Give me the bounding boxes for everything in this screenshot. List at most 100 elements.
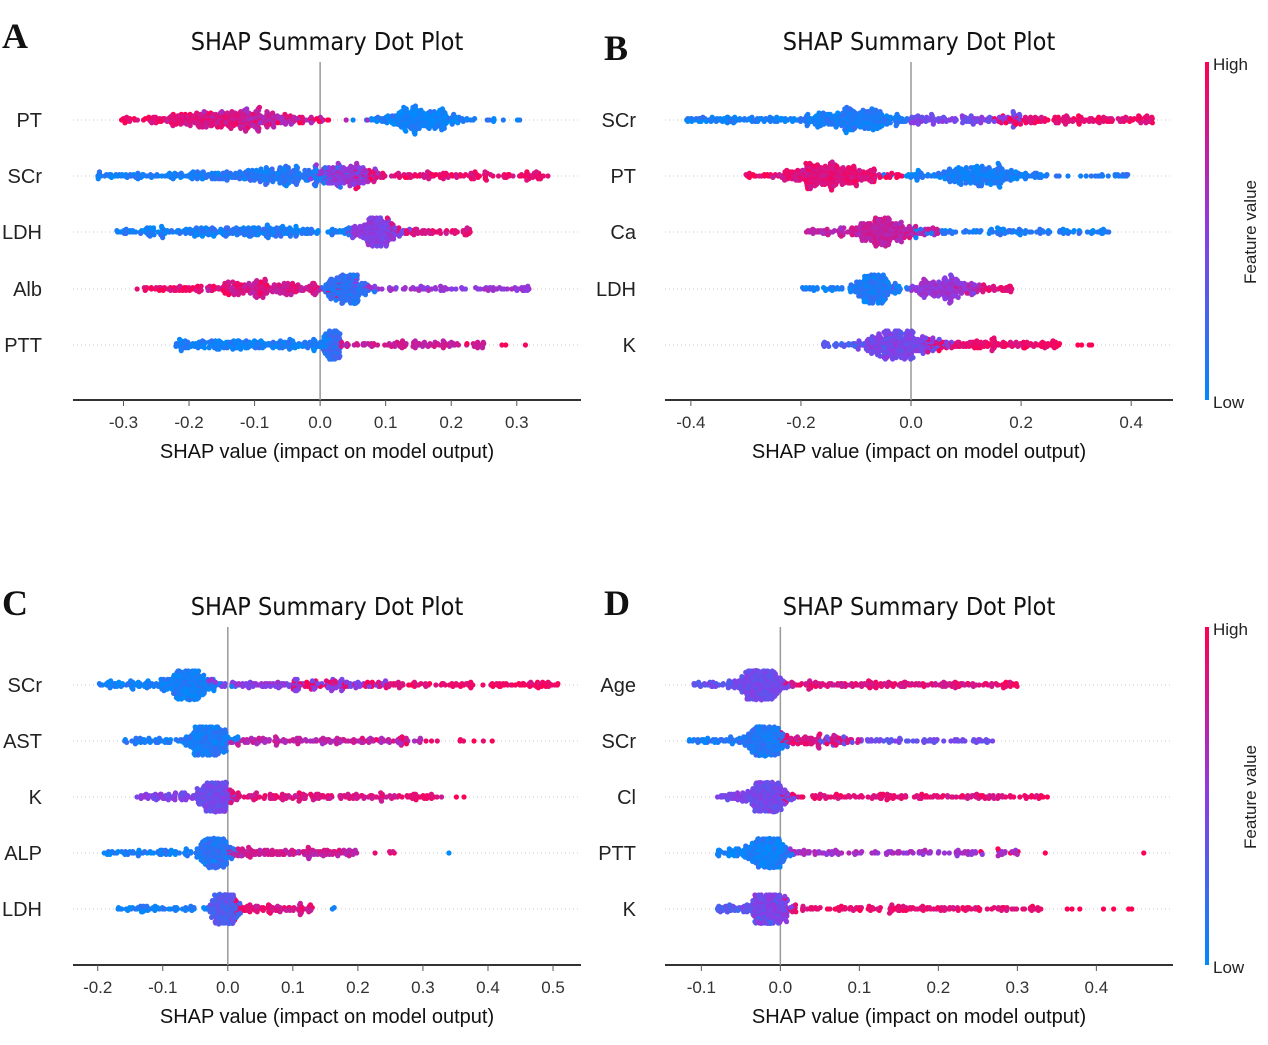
shap-dot [312, 183, 319, 189]
shap-dot [952, 167, 958, 173]
x-tick-label: -0.2 [786, 413, 815, 432]
x-tick-label: 0.4 [1119, 413, 1143, 432]
shap-dot [724, 114, 730, 120]
shap-dot [807, 118, 813, 124]
shap-dot [826, 181, 832, 187]
shap-dot [211, 233, 217, 239]
shap-dot [935, 170, 942, 176]
shap-dot [318, 169, 324, 175]
shap-dot [435, 110, 441, 116]
feature-row-alb [134, 272, 532, 307]
shap-dot [343, 117, 349, 123]
shap-dot [295, 282, 301, 288]
shap-dot [490, 118, 497, 124]
feature-row-ldh [114, 215, 473, 249]
panel-b: B SHAP Summary Dot Plot-0.4 -0.2 0.0 0.2 0.4S… [596, 27, 1173, 463]
shap-dot [273, 176, 279, 182]
shap-dot [958, 181, 964, 187]
shap-dot [270, 339, 276, 345]
shap-dot [231, 174, 238, 180]
shap-dot [133, 174, 139, 180]
shap-dot [525, 283, 531, 289]
shap-dot [946, 229, 952, 235]
shap-dot [805, 111, 811, 117]
shap-dot [205, 287, 211, 293]
shap-dot [293, 163, 299, 169]
shap-dot [495, 173, 502, 179]
shap-dot [134, 286, 140, 292]
shap-dot [289, 169, 295, 175]
shap-dot [351, 181, 357, 187]
shap-dot [175, 113, 181, 119]
shap-dot [1042, 118, 1048, 124]
shap-dot [251, 225, 258, 231]
shap-dot [298, 287, 304, 293]
shap-dot [499, 342, 505, 348]
shap-dot [440, 176, 447, 182]
shap-dot [1115, 172, 1121, 178]
shap-dot [991, 118, 997, 124]
shap-dot [379, 225, 385, 231]
shap-dot [1010, 109, 1016, 115]
shap-dot [475, 339, 481, 345]
shap-dot [935, 230, 941, 236]
shap-dot [250, 289, 256, 295]
shap-dot [812, 183, 818, 189]
shap-dot [1096, 114, 1102, 120]
shap-dot [290, 282, 296, 288]
shap-dot [414, 173, 420, 179]
shap-dot [238, 125, 244, 131]
shap-dot [328, 296, 334, 302]
shap-dot [402, 285, 408, 291]
shap-dot [247, 339, 253, 345]
feature-label: SCr [602, 110, 637, 132]
shap-dot [503, 174, 509, 180]
shap-dot [351, 273, 357, 279]
shap-dot [896, 172, 902, 178]
shap-dot [345, 273, 351, 279]
shap-dot [437, 283, 444, 289]
shap-dot [244, 226, 251, 232]
shap-dot [878, 111, 885, 117]
shap-dot [831, 183, 837, 189]
shap-dot [389, 113, 395, 119]
shap-dot [826, 165, 832, 171]
shap-dot [251, 177, 258, 183]
x-tick-label: 0.3 [505, 413, 529, 432]
shap-dot [285, 165, 291, 171]
shap-dot [293, 223, 299, 229]
shap-dot [330, 165, 336, 171]
panel-a: A SHAP Summary Dot Plot-0.3 -0.2 -0.1 0.0 0.1… [2, 16, 581, 463]
panel-label: B [604, 28, 628, 68]
shap-dot [782, 177, 788, 183]
shap-dot [798, 118, 804, 124]
shap-dot [267, 167, 273, 173]
shap-dot [755, 118, 761, 124]
shap-dot [998, 180, 1004, 186]
shap-dot [963, 165, 969, 171]
shap-dot [274, 225, 280, 231]
shap-dot [215, 285, 222, 291]
shap-dot [1143, 120, 1149, 126]
shap-dot [293, 181, 300, 187]
shap-dot [458, 285, 465, 291]
shap-dot [545, 173, 551, 179]
shap-dot [435, 341, 441, 347]
shap-dot [391, 121, 397, 127]
shap-dot [258, 166, 264, 172]
shap-dot [789, 169, 795, 175]
shap-dot [247, 233, 254, 239]
shap-dot [1023, 120, 1029, 126]
shap-dot [902, 118, 909, 124]
shap-dot [1138, 120, 1144, 126]
shap-dot [412, 131, 418, 137]
shap-dot [397, 343, 403, 349]
shap-dot [1057, 228, 1063, 234]
shap-dot [274, 120, 281, 126]
feature-label: SCr [8, 166, 43, 188]
shap-dot [227, 170, 234, 176]
shap-dot [140, 172, 146, 178]
shap-dot [245, 345, 251, 351]
shap-dot [201, 109, 207, 115]
shap-dot [233, 225, 239, 231]
